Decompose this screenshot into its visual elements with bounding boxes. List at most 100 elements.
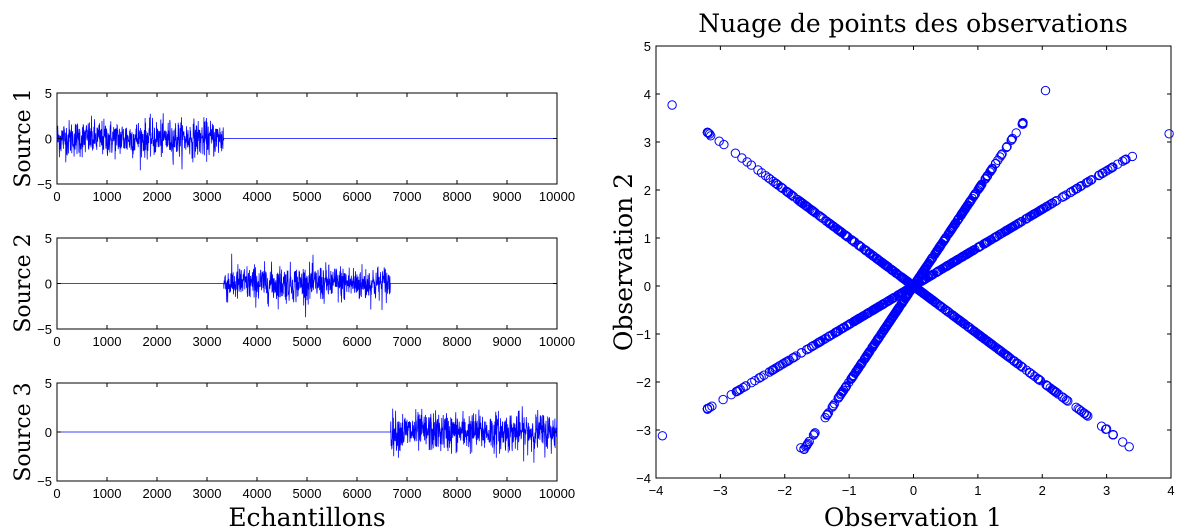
y-tick-label: 5 xyxy=(45,376,52,391)
scatter-point xyxy=(827,402,837,412)
scatter-point xyxy=(718,394,728,405)
scatter-point xyxy=(792,194,803,205)
x-tick-label: 2000 xyxy=(143,189,172,204)
scatter-point xyxy=(750,376,760,386)
scatter-point xyxy=(1041,201,1052,212)
y-tick-label: 4 xyxy=(644,87,651,102)
x-tick-label: 0 xyxy=(53,189,60,204)
scatter-point xyxy=(854,313,864,323)
scatter-point xyxy=(969,191,979,201)
x-tick-label: 1000 xyxy=(93,189,122,204)
scatter-point xyxy=(1164,129,1174,139)
scatter-point xyxy=(981,237,992,248)
scatter-point xyxy=(1047,384,1057,395)
scatter-point xyxy=(1063,396,1073,406)
x-tick-labels: 0 1000 2000 3000 4000 5000 6000 7000 8000 9000 100… xyxy=(53,238,575,349)
scatter-point xyxy=(886,294,897,304)
scatter-point xyxy=(702,403,713,414)
scatter-point xyxy=(802,345,812,355)
scatter-point xyxy=(977,332,987,342)
scatter-point xyxy=(882,321,892,331)
signal-marks xyxy=(57,253,557,318)
x-tick-label: 2000 xyxy=(143,334,172,349)
scatter-point xyxy=(923,291,933,302)
y-tick-label: 3 xyxy=(644,135,651,150)
chart-title: Nuage de points des observations xyxy=(698,9,1128,38)
scatter-point xyxy=(872,335,882,345)
x-tick-label: 6000 xyxy=(343,334,372,349)
scatter-point xyxy=(1001,142,1012,153)
scatter-point xyxy=(799,200,810,210)
scatter-point xyxy=(1034,374,1044,385)
x-tick-label: 4 xyxy=(1167,483,1174,498)
scatter-point xyxy=(1057,192,1068,202)
x-tick-label: 10000 xyxy=(539,189,575,204)
scatter-point xyxy=(912,278,923,289)
y-tick-label: −1 xyxy=(636,327,651,342)
scatter-point xyxy=(864,248,874,258)
scatter-point xyxy=(879,299,889,309)
scatter-point xyxy=(941,261,951,272)
scatter-point xyxy=(856,358,867,369)
scatter-point xyxy=(704,129,715,139)
scatter-point xyxy=(980,173,991,184)
scatter-point xyxy=(810,428,820,438)
x-tick-label: −3 xyxy=(713,483,728,498)
scatter-point xyxy=(869,340,879,350)
scatter-point xyxy=(1040,85,1051,96)
scatter-point xyxy=(851,366,861,377)
scatter-point xyxy=(782,187,792,197)
y-tick-label: −4 xyxy=(636,471,651,486)
scatter-point xyxy=(703,128,713,138)
x-tick-label: 10000 xyxy=(539,486,575,501)
scatter-point xyxy=(946,224,956,235)
x-tick-label: 2 xyxy=(1039,483,1046,498)
scatter-point xyxy=(960,203,971,213)
x-tick-label: 5000 xyxy=(293,334,322,349)
axes-frame xyxy=(655,45,1172,479)
x-tick-labels: 0 1000 2000 3000 4000 5000 6000 7000 8000 9000 100… xyxy=(53,93,575,204)
scatter-point xyxy=(1087,175,1097,185)
scatter-point xyxy=(960,319,970,330)
scatter-point xyxy=(1003,225,1013,235)
scatter-point xyxy=(1059,191,1069,201)
scatter-point xyxy=(1030,208,1041,219)
scatter-point xyxy=(1079,408,1090,419)
scatter-point xyxy=(848,371,858,382)
x-tick-label: 0 xyxy=(53,334,60,349)
scatter-point xyxy=(1108,430,1118,440)
scatter-point xyxy=(991,158,1001,169)
x-tick-label: 6000 xyxy=(343,486,372,501)
scatter-point xyxy=(843,232,853,242)
scatter-point xyxy=(948,257,959,267)
x-tick-label: 1000 xyxy=(93,486,122,501)
scatter-point xyxy=(982,170,993,181)
scatter-point xyxy=(789,352,799,363)
scatter-point xyxy=(1118,156,1128,166)
y-tick-label: −2 xyxy=(636,375,651,390)
x-tick-labels: 0 1000 2000 3000 4000 5000 6000 7000 8000 9000 100… xyxy=(53,383,575,501)
scatter-point xyxy=(884,318,894,328)
x-tick-label: 9000 xyxy=(493,334,522,349)
signal-line xyxy=(57,406,558,463)
scatter-point xyxy=(874,332,884,343)
x-tick-label: 10000 xyxy=(539,334,575,349)
scatter-point xyxy=(1108,162,1118,172)
scatter-point xyxy=(991,232,1001,242)
scatter-point xyxy=(1076,406,1087,416)
x-tick-label: 0 xyxy=(53,486,60,501)
x-tick-label: 1 xyxy=(974,483,981,498)
y-tick-label: 0 xyxy=(45,132,52,147)
scatter-point xyxy=(952,215,963,226)
scatter-point xyxy=(936,264,946,275)
x-tick-label: 7000 xyxy=(393,189,422,204)
scatter-point xyxy=(939,235,949,246)
x-tick-label: 9000 xyxy=(493,486,522,501)
scatter-point xyxy=(785,189,795,199)
scatter-point xyxy=(1002,350,1012,361)
scatter-point xyxy=(947,223,958,233)
scatter-point xyxy=(940,233,951,244)
subplot-source-2: 0 1000 2000 3000 4000 5000 6000 7000 8000 9000 100… xyxy=(11,231,575,349)
scatter-point xyxy=(804,343,814,354)
scatter-point xyxy=(1127,151,1138,162)
